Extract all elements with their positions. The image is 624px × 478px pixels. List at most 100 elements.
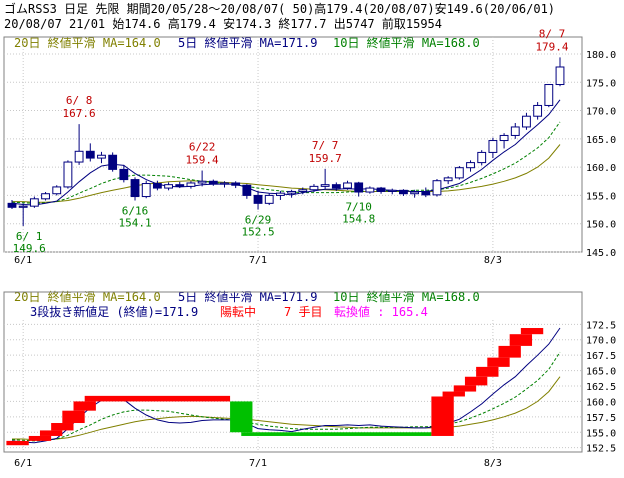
candle-body-6: [74, 150, 84, 163]
candle-body-49: [555, 66, 565, 86]
candle-body-1: [18, 205, 28, 208]
annot-date-6: 7/10: [345, 201, 372, 214]
annot-value-1: 167.6: [63, 107, 96, 120]
annot-value-4: 152.5: [241, 226, 274, 239]
lower-y-axis: 152.5 155.0 157.5 160.0 162.5 165.0 167.5 170.0…: [586, 320, 616, 454]
brick-info-label: 3段抜き新値足 (終値)=171.9: [30, 304, 198, 319]
candle-body-41: [466, 162, 475, 169]
candle-body-42: [477, 151, 487, 164]
candle-body-28: [320, 184, 330, 187]
candle-body-8: [97, 154, 106, 159]
lower-legend-ma10: 10日 終値平滑 MA=168.0: [333, 289, 480, 304]
upper-y-tick-7: 180.0: [586, 50, 616, 61]
lower-legend-ma5: 5日 終値平滑 MA=171.9: [178, 289, 317, 304]
upper-grid: [4, 37, 582, 253]
annot-date-0: 6/ 1: [16, 230, 43, 243]
brick-9: [431, 396, 454, 436]
upper-y-tick-3: 160.0: [586, 163, 616, 174]
upper-y-tick-4: 165.0: [586, 135, 616, 146]
candle-body-48: [544, 84, 554, 106]
candle-body-3: [41, 193, 50, 200]
lower-legend: 20日 終値平滑 MA=164.0 5日 終値平滑 MA=171.9 10日 終…: [14, 289, 480, 304]
brick-12: [464, 376, 488, 386]
candle-body-20: [231, 182, 241, 186]
ma5-line: [11, 99, 561, 206]
candle-body-25: [287, 190, 297, 194]
candle-body-32: [365, 187, 375, 193]
candle-body-7: [85, 150, 95, 159]
candle-body-4: [52, 186, 62, 195]
upper-x-tick-0: 6/1: [14, 255, 32, 266]
lower-y-tick-7: 170.0: [586, 336, 616, 347]
annot-value-3: 159.4: [186, 154, 219, 167]
candle-body-31: [354, 182, 364, 193]
upper-legend: 20日 終値平滑 MA=164.0 5日 終値平滑 MA=171.9 10日 終…: [14, 35, 480, 50]
candle-body-21: [242, 184, 252, 196]
brick-4: [62, 410, 85, 424]
brick-3: [51, 423, 74, 431]
candle-body-30: [343, 182, 352, 189]
upper-y-tick-1: 150.0: [586, 220, 616, 231]
candle-body-43: [488, 140, 498, 153]
brick-0: [6, 440, 29, 446]
upper-y-tick-0: 145.0: [586, 248, 616, 259]
lower-y-tick-0: 152.5: [586, 444, 616, 455]
lower-y-tick-4: 162.5: [586, 382, 616, 393]
candle-body-0: [7, 202, 17, 208]
annot-date-3: 6/22: [189, 141, 216, 154]
header-title: ゴムRSS3 日足 先限 期間20/05/28～20/08/07( 50)高17…: [4, 1, 555, 16]
candle-body-2: [29, 198, 39, 207]
candle-body-23: [264, 194, 274, 204]
annot-date-1: 6/ 8: [66, 94, 93, 107]
lower-x-tick-1: 7/1: [249, 458, 267, 469]
legend-ma20: 20日 終値平滑 MA=164.0: [14, 35, 161, 50]
brick-17: [520, 328, 544, 335]
ma10-line: [11, 121, 561, 204]
candle-body-9: [108, 154, 118, 170]
lower-y-tick-6: 167.5: [586, 351, 616, 362]
lower-y-tick-5: 165.0: [586, 367, 616, 378]
lower-grid: [4, 320, 582, 452]
upper-y-tick-2: 155.0: [586, 191, 616, 202]
brick-2: [39, 430, 63, 436]
annot-date-7: 8/ 7: [539, 27, 566, 40]
header-ohlc: 20/08/07 21/01 始174.6 高179.4 安174.3 終177…: [4, 16, 442, 31]
candle-body-45: [510, 126, 520, 136]
annot-value-5: 159.7: [309, 152, 342, 165]
candle-body-5: [63, 161, 73, 188]
lower-y-tick-1: 155.0: [586, 428, 616, 439]
candle-body-11: [130, 179, 140, 198]
candle-body-22: [253, 194, 263, 204]
header-band: [0, 0, 624, 34]
candle-body-10: [119, 168, 129, 181]
candle-body-35: [399, 189, 408, 195]
lower-legend-ma20: 20日 終値平滑 MA=164.0: [14, 289, 161, 304]
new-price-bricks: [6, 328, 544, 446]
lower-panel-frame: [3, 291, 583, 453]
ma20-line: [12, 144, 561, 203]
candle-body-37: [421, 191, 431, 196]
brick-15: [498, 345, 521, 358]
candle-body-24: [275, 192, 285, 196]
candle-body-29: [331, 184, 341, 189]
candle-body-47: [533, 104, 543, 117]
candle-body-12: [141, 183, 151, 198]
candle-body-14: [164, 184, 173, 189]
annot-value-0: 149.6: [13, 242, 46, 255]
lower-ma10-line: [11, 351, 561, 442]
annot-date-2: 6/16: [122, 205, 149, 218]
lower-x-axis: 6/1 7/1 8/3: [14, 458, 502, 469]
candle-body-40: [454, 167, 464, 179]
upper-x-tick-2: 8/3: [484, 255, 502, 266]
brick-8: [241, 432, 432, 436]
moving-average-lines: [11, 99, 561, 206]
brick-7: [230, 401, 253, 433]
candle-body-17: [197, 180, 207, 184]
annot-date-5: 7/ 7: [312, 139, 339, 152]
candle-body-15: [175, 184, 185, 187]
annot-value-6: 154.8: [342, 213, 375, 226]
upper-x-tick-1: 7/1: [249, 255, 267, 266]
lower-ma20-line: [12, 376, 561, 441]
